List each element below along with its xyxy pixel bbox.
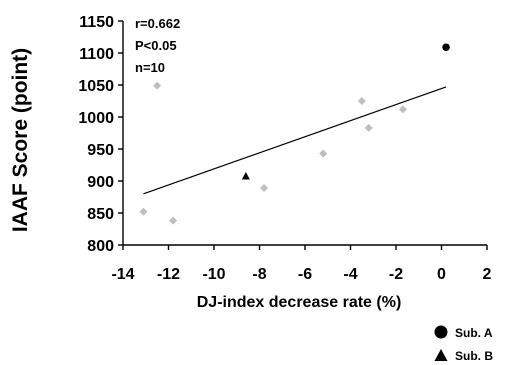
data-point <box>319 149 328 158</box>
y-axis-title: IAAF Score (point) <box>9 48 32 232</box>
y-tick-label: 1050 <box>78 78 114 95</box>
data-point <box>139 207 148 216</box>
x-tick-label: -2 <box>389 266 403 283</box>
x-tick-label: -6 <box>298 266 312 283</box>
x-tick-label: -14 <box>111 266 134 283</box>
legend-label-sub-a: Sub. A <box>455 326 493 340</box>
annotation-n: n=10 <box>135 60 165 75</box>
stats-annotation: r=0.662 P<0.05 n=10 <box>135 16 180 75</box>
y-tick-label: 1000 <box>78 110 114 127</box>
legend-label-sub-b: Sub. B <box>455 349 493 363</box>
y-tick-label: 850 <box>87 206 114 223</box>
x-tick-label: -12 <box>157 266 180 283</box>
legend-item-sub-a: Sub. A <box>434 325 493 340</box>
trendline <box>143 86 447 195</box>
y-tick-label: 950 <box>87 142 114 159</box>
legend-marker-triangle <box>434 349 448 361</box>
x-tick-label: -4 <box>343 266 357 283</box>
x-tick-label: 2 <box>483 266 492 283</box>
x-axis-ticks: -14 -12 -10 -8 -6 -4 -2 0 2 <box>111 245 492 283</box>
y-tick-label: 1100 <box>79 46 114 63</box>
data-points <box>139 43 450 225</box>
x-tick-label: -8 <box>252 266 266 283</box>
x-tick-label: 0 <box>437 266 446 283</box>
data-point <box>357 97 366 105</box>
y-tick-label: 1150 <box>79 14 114 31</box>
data-point <box>398 105 407 114</box>
x-tick-label: -10 <box>202 266 225 283</box>
legend-item-sub-b: Sub. B <box>434 349 493 363</box>
data-point-sub-b <box>241 172 250 180</box>
y-axis-ticks: 800 850 900 950 1000 1050 1100 1150 <box>78 14 123 255</box>
legend: Sub. A Sub. B <box>434 325 493 363</box>
data-point <box>260 184 269 193</box>
y-tick-label: 900 <box>87 174 114 191</box>
data-point <box>364 123 373 132</box>
y-tick-label: 800 <box>87 238 114 255</box>
annotation-r: r=0.662 <box>135 16 180 31</box>
legend-marker-circle <box>434 325 448 339</box>
data-point <box>169 216 178 225</box>
annotation-p: P<0.05 <box>135 38 177 53</box>
data-point <box>153 81 162 90</box>
plot-area: 800 850 900 950 1000 1050 1100 1150 -14 -12 -10 -8… <box>78 14 491 283</box>
x-axis-title: DJ-index decrease rate (%) <box>197 294 402 311</box>
data-point-sub-a <box>442 43 450 52</box>
